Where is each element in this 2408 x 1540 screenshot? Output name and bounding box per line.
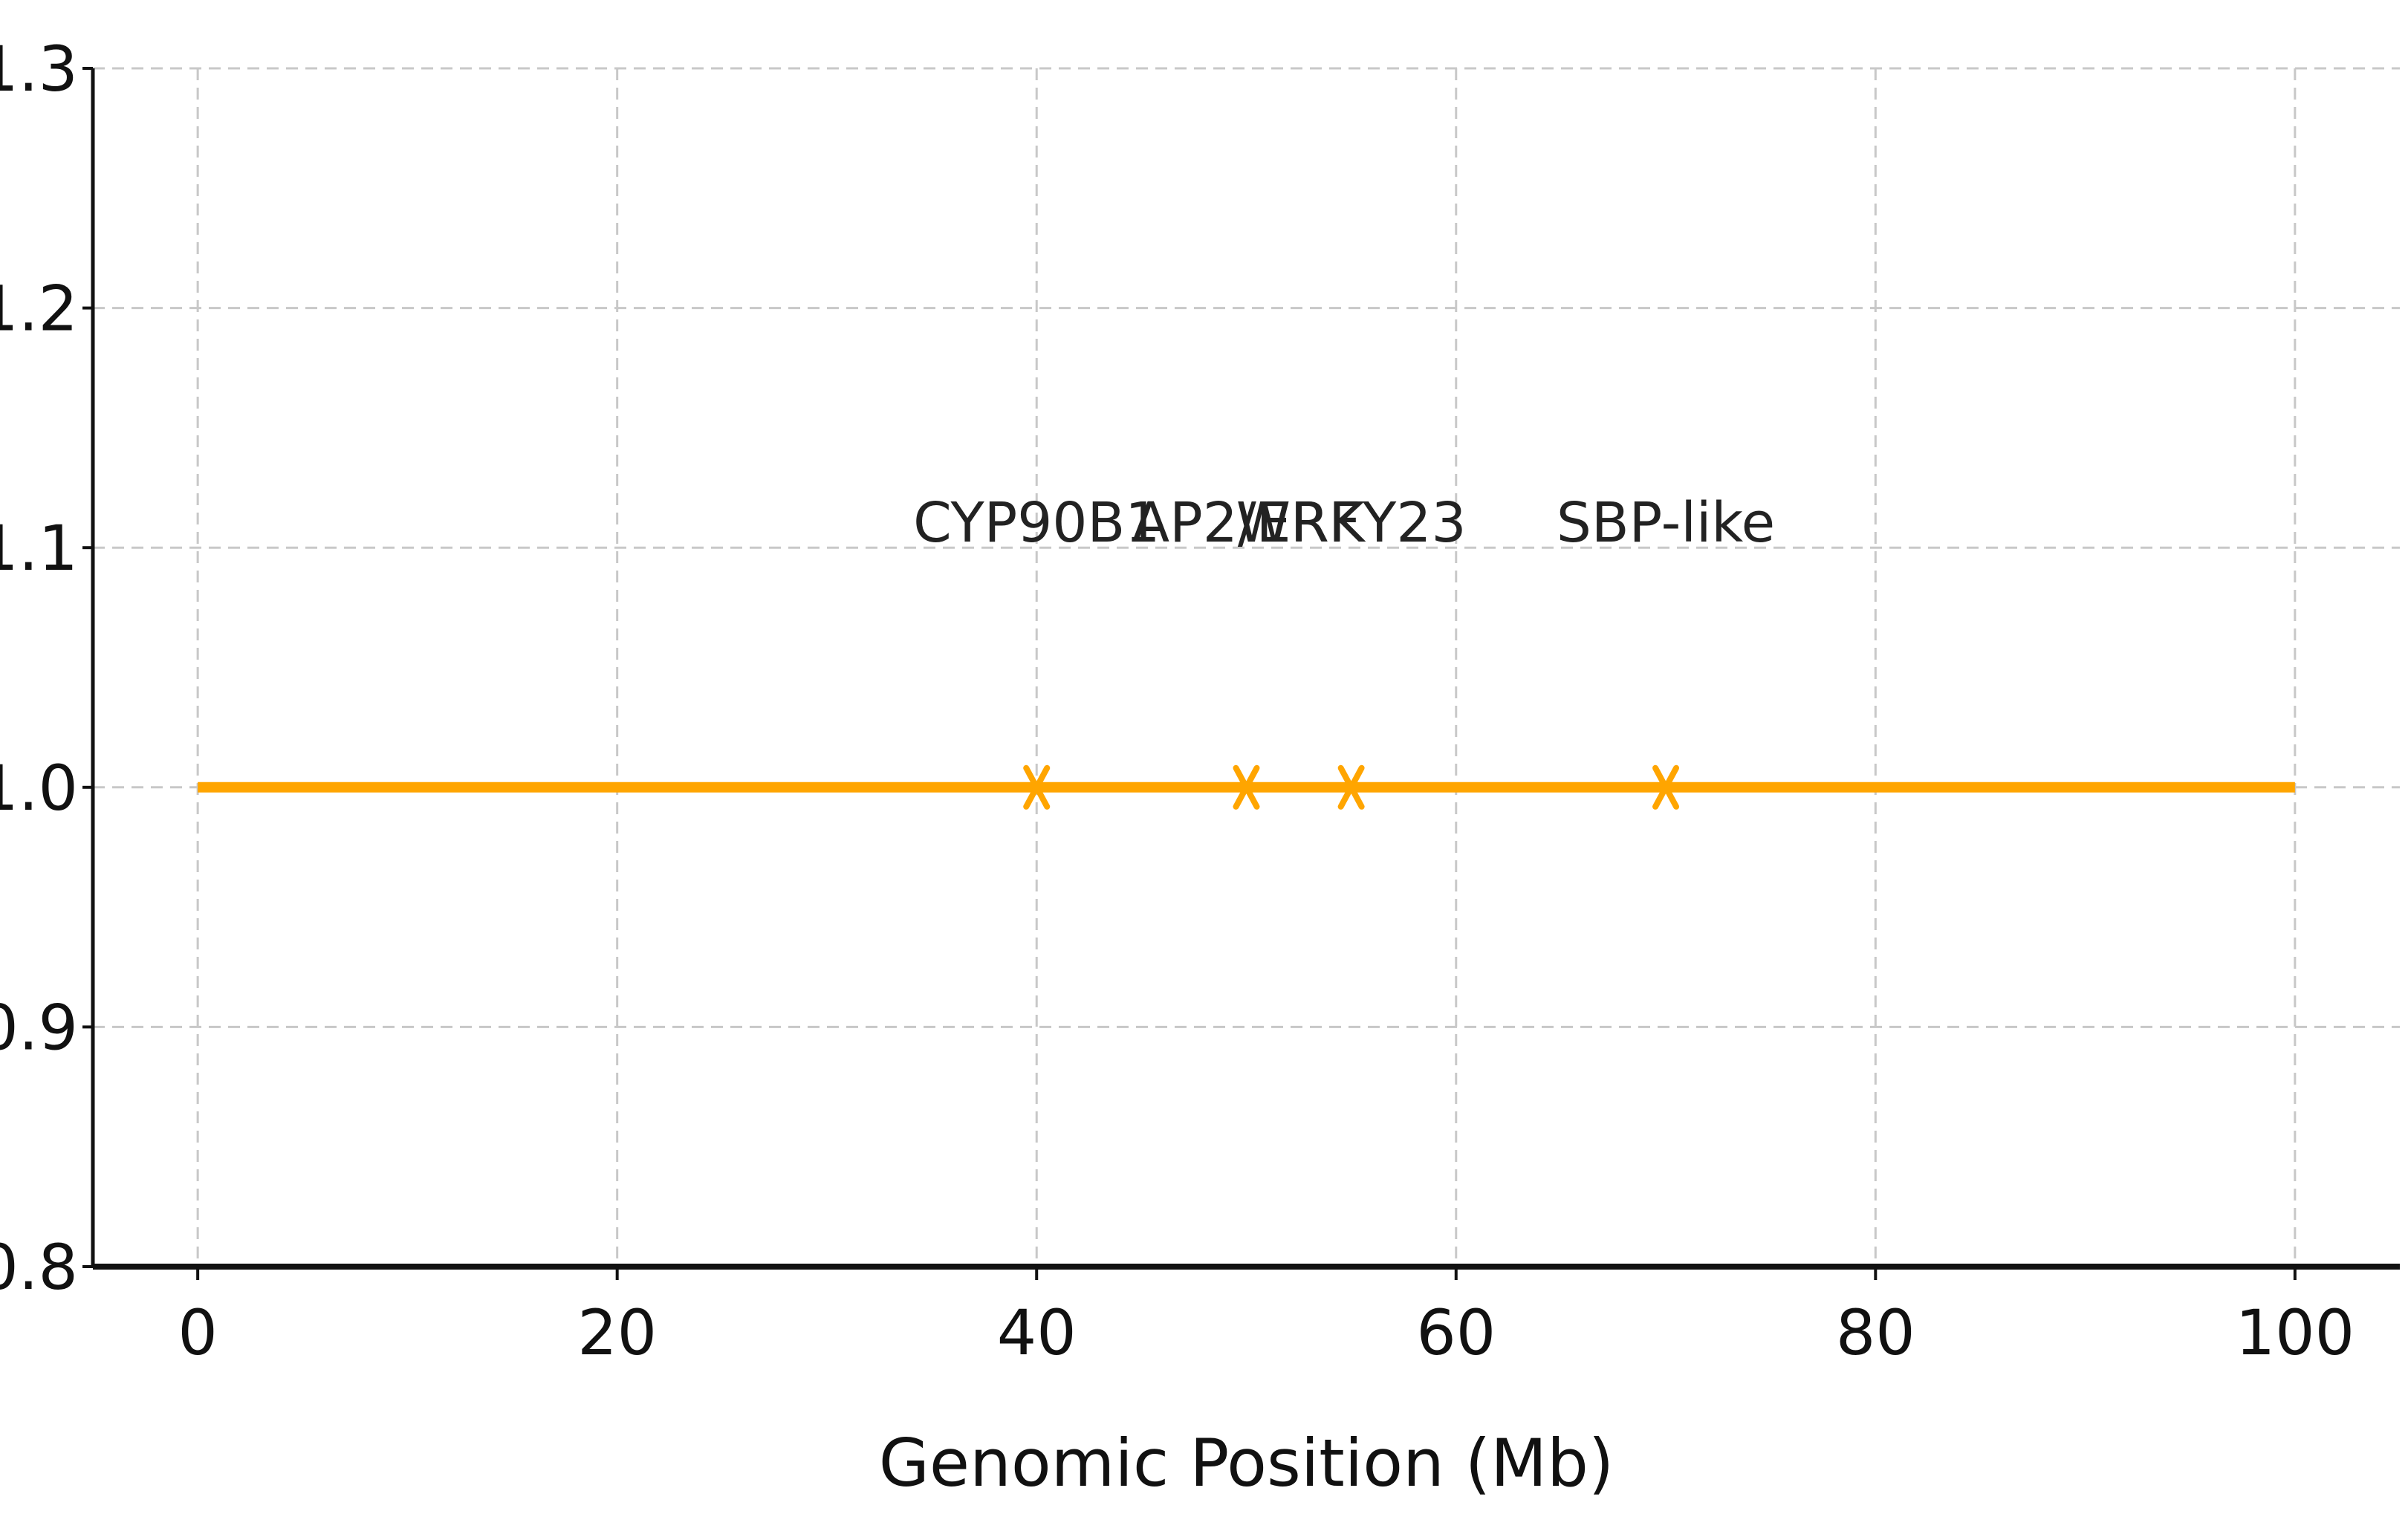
x-tick-label: 100 <box>2236 1296 2355 1369</box>
x-tick-label: 60 <box>1416 1296 1496 1369</box>
y-tick-label: 0.9 <box>0 991 78 1064</box>
marker-layer <box>1023 764 1680 810</box>
marker-x <box>1652 764 1680 810</box>
marker-x <box>1337 764 1365 810</box>
x-tick-label: 80 <box>1836 1296 1915 1369</box>
marker-label: AP2/ERF <box>1132 491 1361 555</box>
y-tick-label: 0.8 <box>0 1231 78 1304</box>
marker-stroke <box>1233 764 1260 810</box>
marker-label: SBP-like <box>1557 491 1775 555</box>
y-tick-label: 1.0 <box>0 752 78 825</box>
y-tick-label: 1.2 <box>0 273 78 345</box>
x-tick-label: 20 <box>577 1296 657 1369</box>
marker-stroke <box>1652 764 1680 810</box>
y-tick-label: 1.1 <box>0 512 78 585</box>
ticks-layer: 0 20 40 60 80 100 0.8 0.9 1.0 1.1 1.2 1.3 <box>0 33 2355 1369</box>
marker-stroke <box>1023 764 1051 810</box>
marker-x <box>1233 764 1260 810</box>
grid-layer <box>93 67 2400 1268</box>
marker-label: WRKY23 <box>1236 491 1467 555</box>
x-tick-label: 0 <box>178 1296 217 1369</box>
x-tick-label: 40 <box>997 1296 1077 1369</box>
marker-label: CYP90B1 <box>913 491 1160 555</box>
marker-x <box>1023 764 1051 810</box>
axes-layer <box>91 68 2400 1270</box>
x-axis-label: Genomic Position (Mb) <box>879 1425 1614 1501</box>
y-tick-label: 1.3 <box>0 33 78 105</box>
marker-stroke <box>1337 764 1365 810</box>
